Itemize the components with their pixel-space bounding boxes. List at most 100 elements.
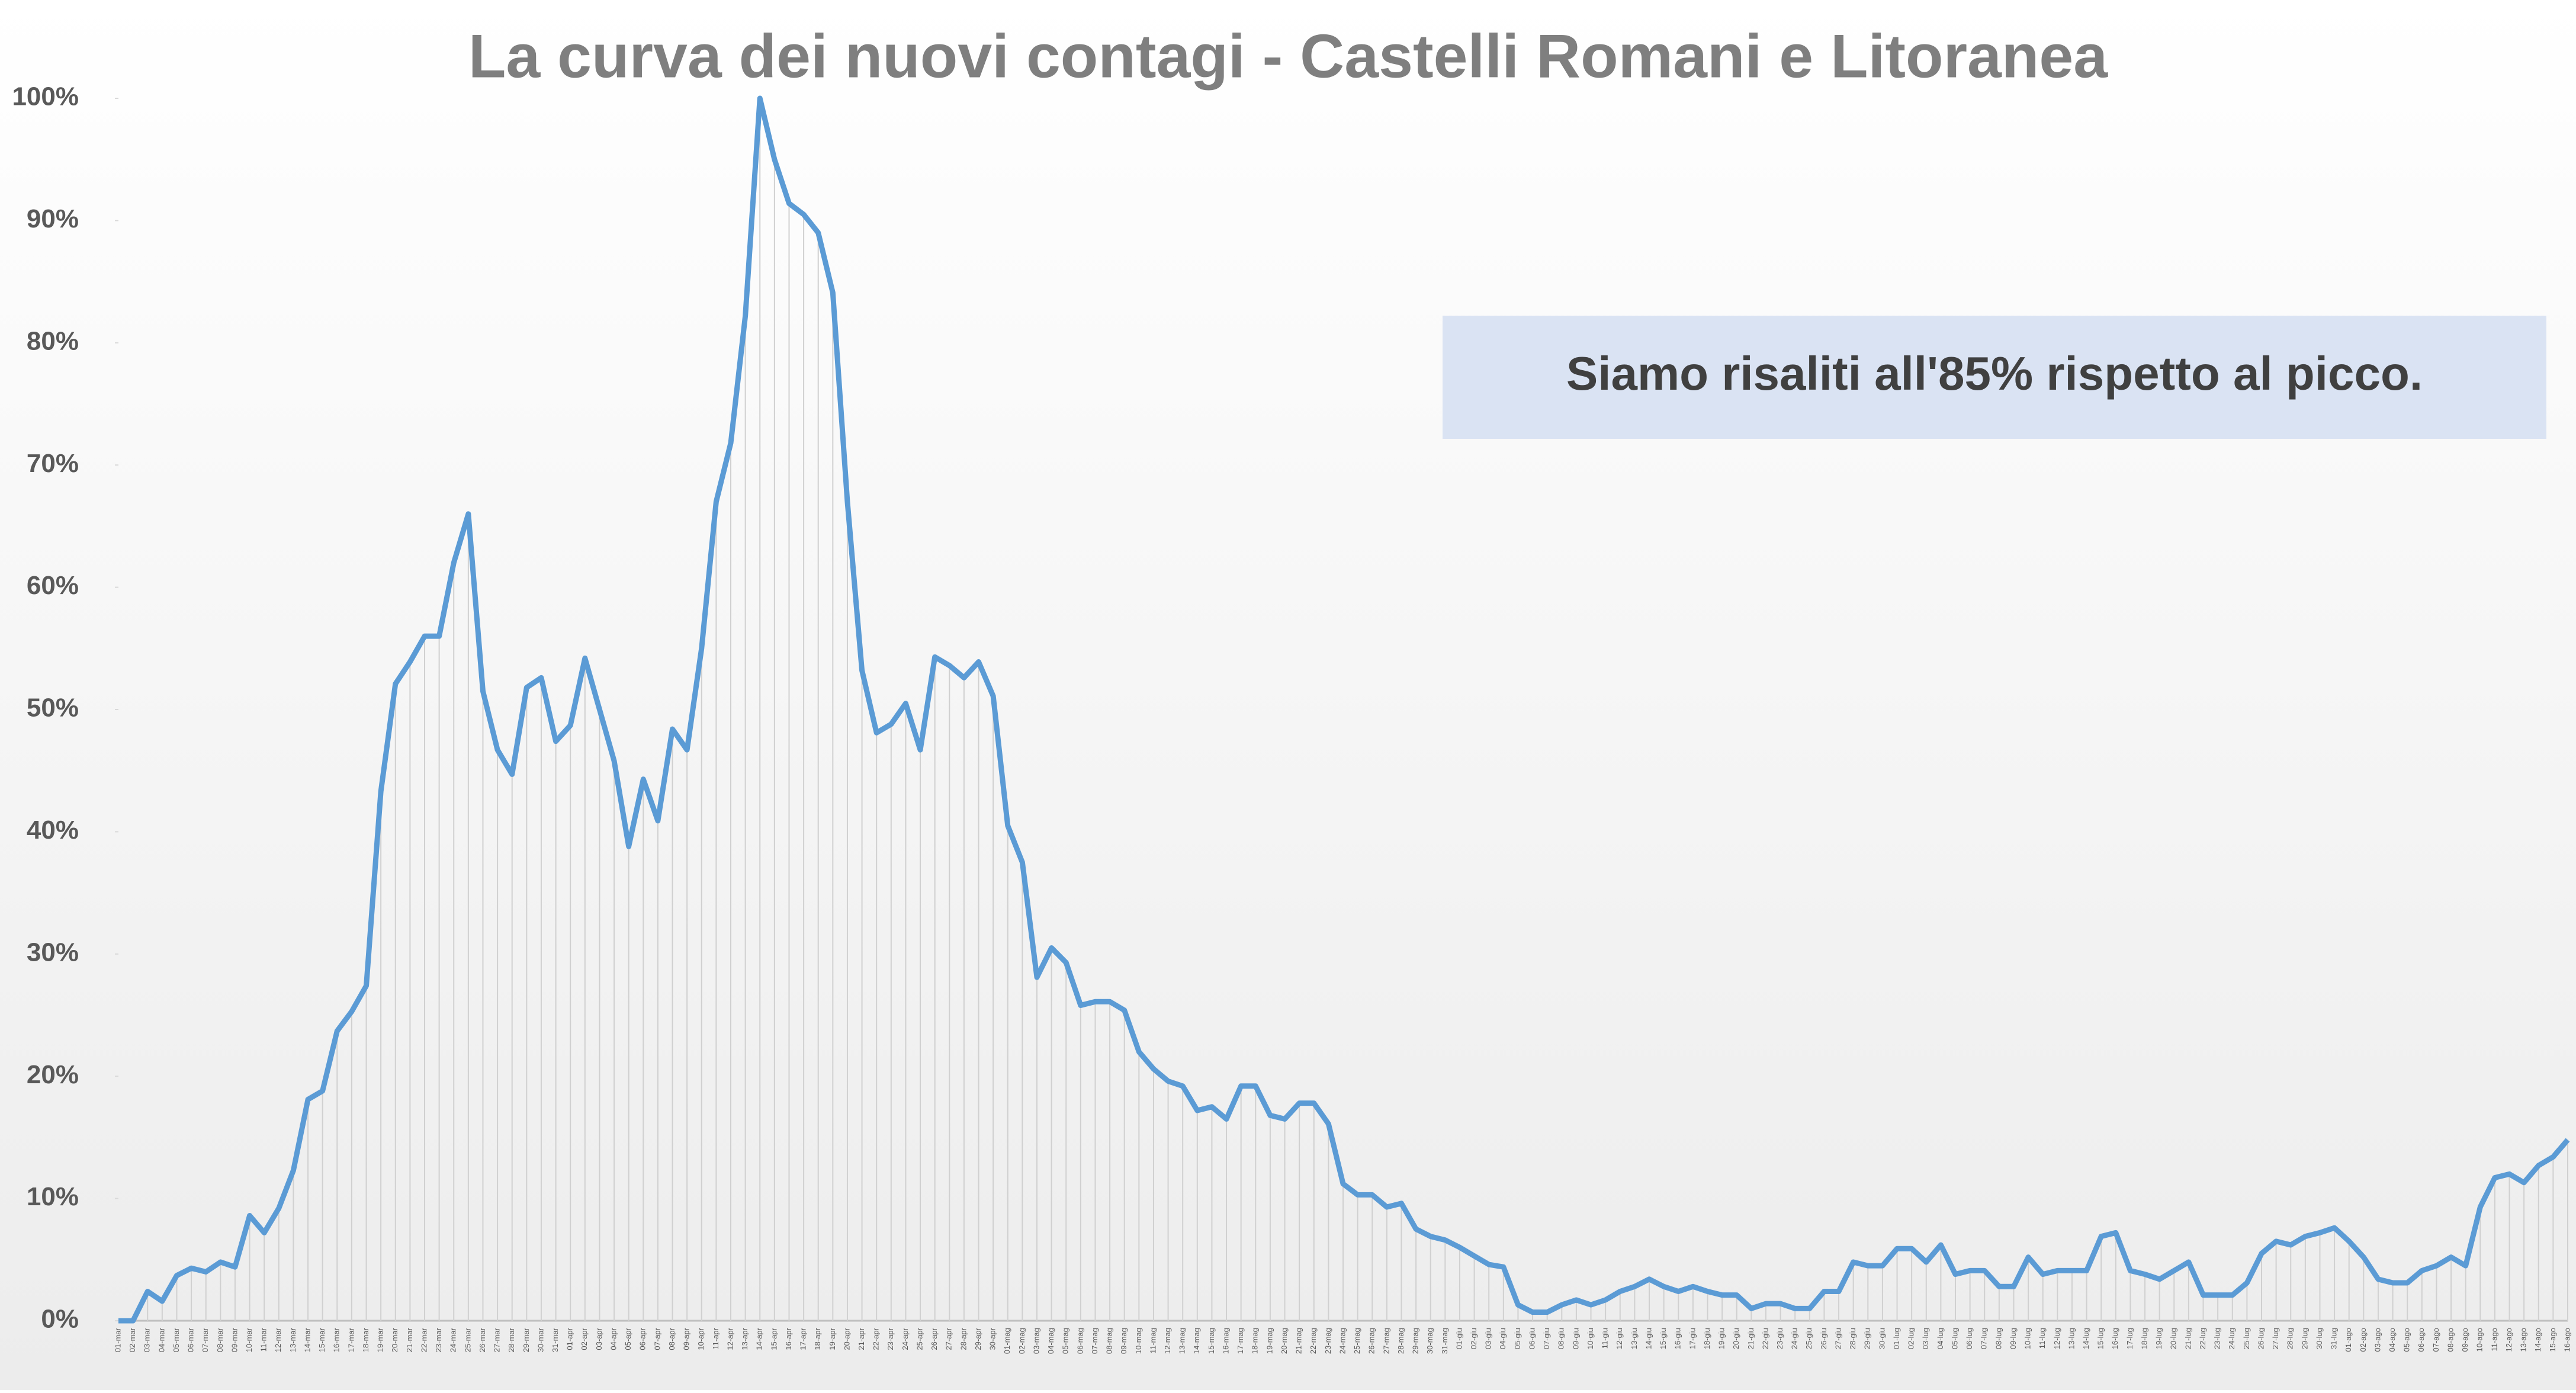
x-tick-label: 05-apr — [624, 1327, 632, 1350]
x-tick-label: 30-apr — [988, 1327, 997, 1350]
y-tick-label: 10% — [27, 1182, 79, 1211]
x-tick-label: 28-mar — [507, 1327, 516, 1352]
x-tick-label: 08-lug — [1994, 1328, 2003, 1349]
x-tick-label: 08-mar — [216, 1327, 224, 1352]
x-tick-label: 19-mag — [1265, 1328, 1274, 1354]
y-tick-label: 80% — [27, 326, 79, 355]
x-tick-label: 13-mar — [288, 1327, 297, 1352]
x-tick-label: 01-mag — [1003, 1328, 1011, 1354]
x-tick-label: 02-ago — [2359, 1328, 2368, 1352]
x-tick-label: 03-apr — [595, 1327, 603, 1350]
x-tick-label: 10-lug — [2023, 1328, 2032, 1349]
x-tick-label: 04-mar — [157, 1327, 166, 1352]
x-tick-label: 21-giu — [1746, 1328, 1755, 1349]
x-tick-label: 26-mar — [478, 1327, 487, 1352]
x-tick-label: 28-apr — [959, 1327, 968, 1350]
x-tick-label: 18-giu — [1703, 1328, 1711, 1349]
x-tick-label: 03-mar — [143, 1327, 152, 1352]
x-tick-label: 01-apr — [566, 1327, 574, 1350]
chart-title: La curva dei nuovi contagi - Castelli Ro… — [468, 22, 2108, 91]
x-tick-label: 09-mag — [1119, 1328, 1128, 1354]
x-tick-label: 14-apr — [755, 1327, 764, 1350]
x-tick-label: 27-mar — [493, 1327, 502, 1352]
x-tick-label: 21-mar — [405, 1327, 414, 1352]
x-tick-label: 16-mag — [1221, 1328, 1230, 1354]
x-tick-label: 04-apr — [609, 1327, 618, 1350]
x-tick-label: 25-apr — [915, 1327, 924, 1350]
x-tick-label: 29-giu — [1863, 1328, 1872, 1349]
x-tick-label: 26-lug — [2256, 1328, 2265, 1349]
x-tick-label: 24-apr — [901, 1327, 910, 1350]
x-tick-label: 16-apr — [784, 1327, 793, 1350]
x-tick-label: 04-lug — [1936, 1328, 1945, 1349]
x-tick-label: 17-apr — [799, 1327, 808, 1350]
x-tick-label: 25-mar — [463, 1327, 472, 1352]
x-tick-label: 01-ago — [2344, 1328, 2353, 1352]
x-tick-label: 29-lug — [2300, 1328, 2309, 1349]
x-tick-label: 14-ago — [2533, 1328, 2542, 1352]
y-tick-label: 50% — [27, 694, 79, 723]
x-tick-label: 30-mag — [1425, 1328, 1434, 1354]
x-tick-label: 25-mag — [1353, 1328, 1361, 1354]
x-tick-label: 15-mar — [317, 1327, 326, 1352]
x-tick-label: 17-mag — [1236, 1328, 1245, 1354]
x-tick-label: 26-apr — [930, 1327, 939, 1350]
x-tick-label: 05-ago — [2402, 1328, 2411, 1352]
x-tick-label: 26-giu — [1819, 1328, 1828, 1349]
x-tick-label: 25-giu — [1804, 1328, 1813, 1349]
x-tick-label: 23-giu — [1775, 1328, 1784, 1349]
x-tick-label: 11-lug — [2038, 1328, 2047, 1349]
x-tick-label: 22-apr — [872, 1327, 881, 1350]
x-tick-label: 13-mag — [1178, 1328, 1187, 1354]
x-tick-label: 20-mag — [1280, 1328, 1289, 1354]
x-tick-label: 14-lug — [2082, 1328, 2090, 1349]
x-tick-label: 05-mag — [1061, 1328, 1070, 1354]
x-tick-label: 05-mar — [172, 1327, 181, 1352]
x-tick-label: 13-apr — [740, 1327, 749, 1350]
x-tick-label: 19-mar — [376, 1327, 385, 1352]
x-tick-label: 08-mag — [1105, 1328, 1114, 1354]
x-tick-label: 11-mag — [1148, 1328, 1157, 1353]
x-tick-label: 15-giu — [1659, 1328, 1668, 1349]
y-tick-label: 70% — [27, 449, 79, 478]
y-tick-label: 40% — [27, 816, 79, 845]
x-tick-label: 14-mag — [1192, 1328, 1201, 1354]
x-tick-label: 21-lug — [2183, 1328, 2192, 1349]
x-tick-label: 03-mag — [1032, 1328, 1040, 1354]
x-tick-label: 02-giu — [1469, 1328, 1478, 1349]
x-tick-label: 25-lug — [2242, 1328, 2251, 1349]
x-tick-label: 10-apr — [696, 1327, 705, 1350]
y-tick-label: 60% — [27, 571, 79, 600]
x-tick-label: 07-ago — [2432, 1328, 2440, 1352]
y-tick-label: 90% — [27, 204, 79, 233]
x-tick-label: 16-ago — [2562, 1328, 2571, 1352]
annotation-box — [1443, 316, 2546, 439]
x-tick-label: 05-lug — [1950, 1328, 1959, 1349]
x-tick-label: 18-mar — [361, 1327, 370, 1352]
x-tick-label: 09-mar — [230, 1327, 239, 1352]
x-tick-label: 12-lug — [2053, 1328, 2061, 1349]
x-tick-label: 16-mar — [332, 1327, 341, 1352]
x-tick-label: 20-giu — [1732, 1328, 1740, 1349]
y-tick-label: 100% — [12, 82, 79, 111]
x-tick-label: 10-giu — [1586, 1328, 1595, 1349]
x-tick-label: 15-apr — [769, 1327, 778, 1350]
data-line — [118, 95, 2570, 1324]
x-tick-label: 10-ago — [2475, 1328, 2484, 1352]
x-tick-label: 23-mar — [434, 1327, 443, 1352]
x-tick-label: 08-apr — [667, 1327, 676, 1350]
x-tick-label: 06-apr — [638, 1327, 647, 1350]
x-tick-label: 09-apr — [682, 1327, 691, 1350]
x-tick-label: 29-mar — [522, 1327, 531, 1352]
x-tick-label: 31-lug — [2330, 1328, 2339, 1349]
y-tick-label: 0% — [41, 1305, 79, 1334]
x-tick-label: 27-apr — [945, 1327, 953, 1350]
x-tick-label: 13-giu — [1630, 1328, 1639, 1349]
x-tick-label: 10-mar — [245, 1327, 253, 1352]
x-tick-label: 13-lug — [2067, 1328, 2076, 1349]
x-tick-label: 07-giu — [1542, 1328, 1551, 1349]
x-tick-label: 14-giu — [1644, 1328, 1653, 1349]
x-tick-label: 08-giu — [1557, 1328, 1566, 1349]
x-tick-label: 15-lug — [2096, 1328, 2105, 1349]
